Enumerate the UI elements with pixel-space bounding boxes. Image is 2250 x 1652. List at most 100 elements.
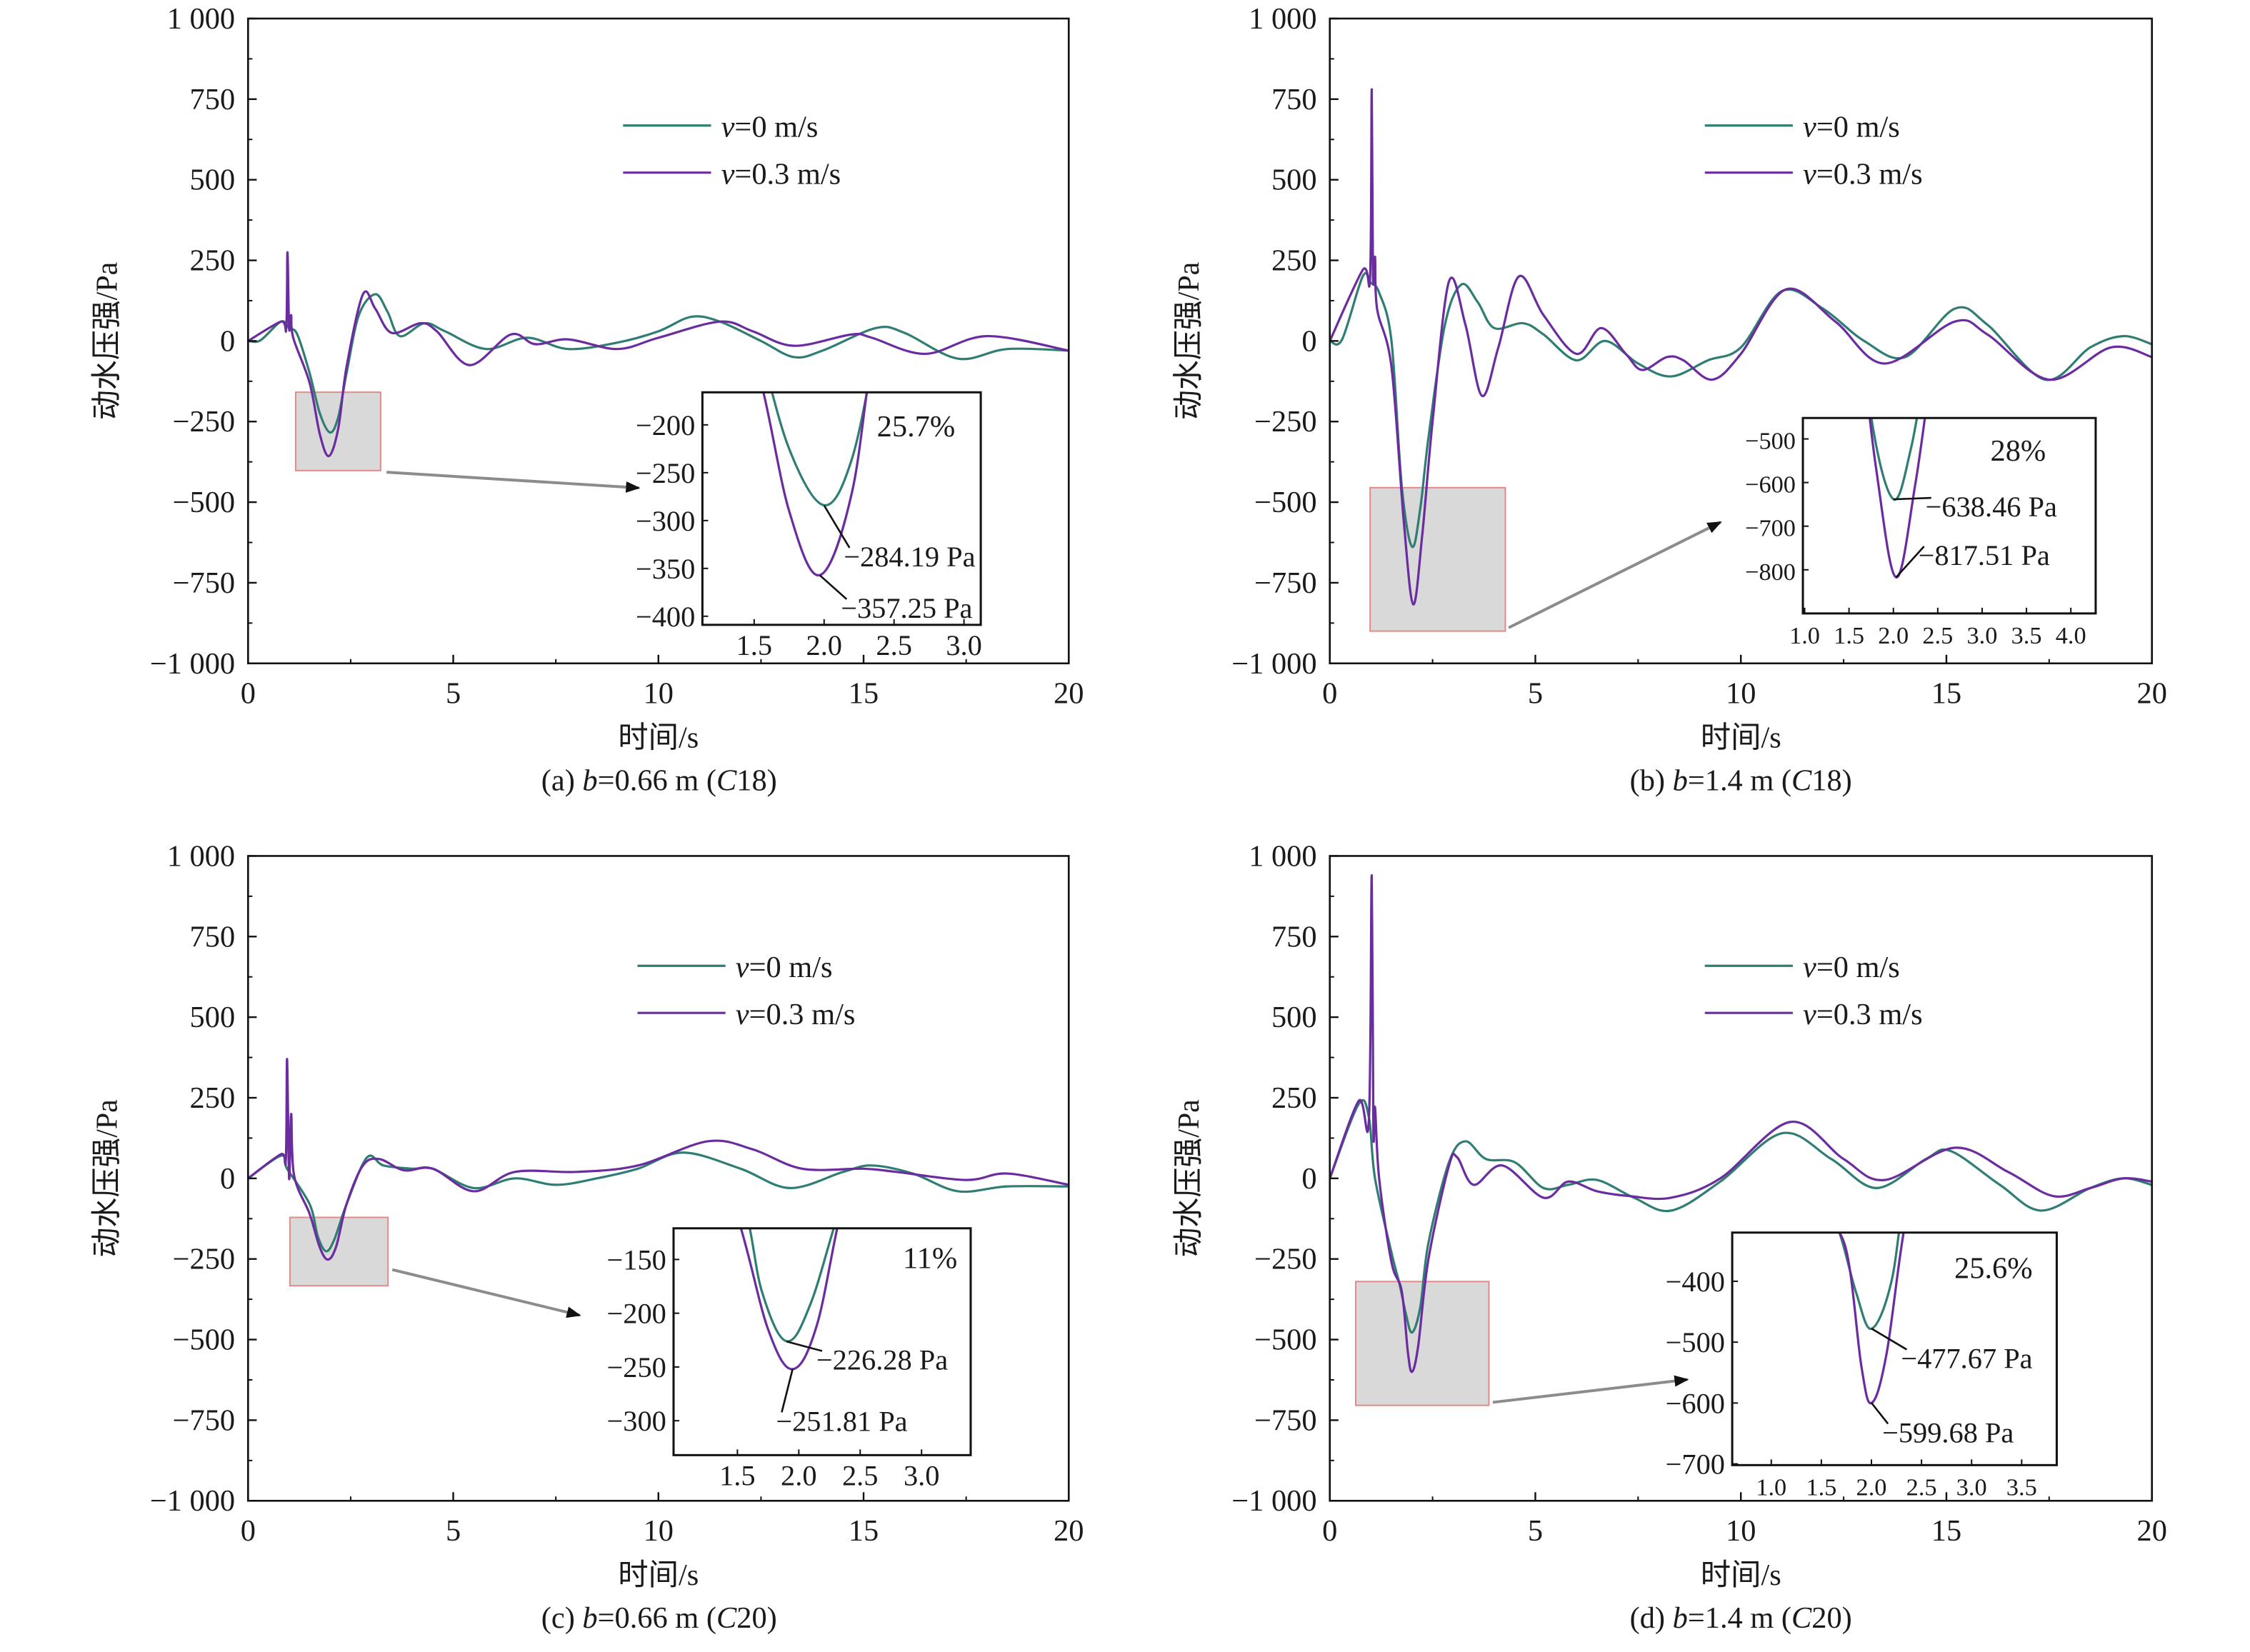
percent-difference-label: 25.6%	[1954, 1252, 2032, 1286]
inset-background	[702, 392, 981, 625]
inset-x-tick-label: 4.0	[2056, 623, 2086, 649]
legend-label: v=0.3 m/s	[1803, 158, 1923, 191]
y-axis-label: 动水压强/Pa	[1172, 261, 1206, 420]
inset-x-tick-label: 3.0	[946, 629, 981, 661]
y-tick-label: 1 000	[167, 2, 235, 36]
inset-x-tick-label: 3.0	[904, 1459, 939, 1491]
y-axis-label: 动水压强/Pa	[90, 261, 124, 420]
legend-var: v	[721, 158, 735, 191]
y-tick-label: −1 000	[150, 1484, 235, 1518]
x-axis-label: 时间/s	[618, 721, 699, 755]
x-tick-label: 0	[1322, 1514, 1337, 1548]
caption-var1: b	[1673, 1601, 1688, 1635]
inset-x-tick-label: 1.5	[1834, 623, 1864, 649]
x-tick-label: 20	[2137, 1514, 2167, 1548]
annotation-min-value: −599.68 Pa	[1882, 1417, 2014, 1449]
legend-rest: =0.3 m/s	[1816, 158, 1923, 191]
inset-x-tick-label: 2.0	[1856, 1474, 1887, 1501]
zoom-arrow	[386, 471, 641, 493]
inset-x-tick-label: 3.5	[2006, 1474, 2037, 1501]
percent-difference-label: 11%	[903, 1242, 957, 1276]
inset-chart: 1.0 1.5 2.0 2.5 3.0 3.5 4.0 −500 −600 −700 −800 28%…	[1745, 416, 2097, 649]
chart-panel-b: 0 5 10 15 20 1 000 750 500 250 0 −250 −500 −750 −1 00…	[1172, 2, 2167, 798]
legend-label: v=0 m/s	[1803, 951, 1900, 984]
series-line-v0	[1329, 271, 2152, 549]
y-tick-label: −1 000	[1231, 1484, 1316, 1518]
y-tick-label: 750	[1271, 83, 1317, 116]
caption-suffix: 20)	[1811, 1601, 1852, 1635]
inset-x-tick-label: 2.0	[1878, 623, 1909, 649]
inset-y-tick-label: −500	[1745, 429, 1796, 455]
y-tick-label: −500	[1254, 486, 1316, 519]
y-tick-label: 0	[1301, 1162, 1316, 1196]
inset-y-tick-label: −700	[1666, 1448, 1725, 1481]
caption-prefix: (b)	[1630, 764, 1673, 798]
annotation-leader-line	[1870, 1402, 1889, 1425]
inset-y-tick-label: −350	[636, 553, 695, 585]
x-tick-label: 20	[2137, 677, 2167, 711]
legend-label: v=0 m/s	[736, 951, 833, 984]
x-tick-label: 5	[446, 677, 461, 711]
inset-y-tick-label: −600	[1666, 1388, 1725, 1420]
inset-series-line-v0	[749, 1228, 835, 1343]
y-tick-label: 250	[1271, 1081, 1317, 1115]
annotation-leader-line	[1895, 546, 1925, 579]
inset-x-tick-label: 3.5	[2011, 623, 2042, 649]
inset-y-tick-label: −500	[1666, 1326, 1725, 1358]
y-tick-label: 0	[1301, 325, 1316, 359]
chart-panel-d: 0 5 10 15 20 1 000 750 500 250 0 −250 −500 −750 −1 00…	[1172, 840, 2167, 1635]
legend-var: v	[1803, 158, 1816, 191]
inset-chart: 1.0 1.5 2.0 2.5 3.0 3.5 −400 −500 −600 −700 25.6% −…	[1666, 1231, 2058, 1501]
y-tick-label: −250	[1254, 1243, 1316, 1276]
inset-x-tick-label: 2.5	[876, 629, 911, 661]
y-tick-label: 250	[1271, 244, 1317, 278]
panel-caption: (b) b=1.4 m (C18)	[1630, 764, 1852, 798]
annotation-min-value: −226.28 Pa	[816, 1344, 948, 1376]
legend-rest: =0 m/s	[1816, 951, 1900, 984]
y-tick-label: −1 000	[1231, 647, 1316, 681]
x-tick-label: 10	[644, 1514, 674, 1548]
annotation-min-value: −638.46 Pa	[1926, 491, 2057, 523]
inset-x-tick-label: 1.5	[1806, 1474, 1836, 1501]
annotation-min-value: −284.19 Pa	[844, 541, 975, 573]
inset-y-tick-label: −300	[636, 505, 695, 537]
y-tick-label: −500	[1254, 1323, 1316, 1357]
zoom-arrow	[1492, 1375, 1689, 1404]
y-tick-label: 750	[1271, 920, 1317, 953]
y-tick-label: −500	[173, 486, 235, 519]
y-tick-label: 500	[190, 1001, 236, 1034]
annotation-leader-line	[819, 574, 848, 600]
x-tick-label: 10	[644, 677, 674, 711]
legend-rest: =0 m/s	[734, 111, 818, 144]
y-tick-label: 500	[190, 164, 236, 197]
series-line-v0.3	[1329, 873, 2152, 1373]
inset-y-tick-label: −200	[607, 1298, 666, 1330]
x-tick-label: 5	[1528, 677, 1543, 711]
y-tick-label: 250	[190, 244, 236, 278]
y-tick-label: −250	[1254, 405, 1316, 439]
legend-label: v=0.3 m/s	[721, 158, 841, 191]
caption-prefix: (a)	[541, 764, 583, 798]
x-tick-label: 5	[446, 1514, 461, 1548]
inset-y-tick-label: −250	[607, 1351, 666, 1383]
caption-prefix: (c)	[541, 1601, 583, 1635]
legend-var: v	[1803, 998, 1816, 1031]
y-tick-label: −750	[1254, 566, 1316, 600]
y-tick-label: 0	[220, 1162, 235, 1196]
inset-y-tick-label: −250	[636, 457, 695, 489]
inset-x-tick-label: 1.5	[719, 1459, 755, 1491]
y-tick-label: 250	[190, 1081, 236, 1115]
inset-chart: 1.5 2.0 2.5 3.0 −150 −200 −250 −300 11% −226.28 P…	[607, 1227, 972, 1491]
percent-difference-label: 25.7%	[877, 410, 955, 444]
y-tick-label: 1 000	[167, 840, 235, 873]
series-line-v0.3	[1329, 88, 2152, 606]
annotation-leader-line	[823, 504, 851, 549]
legend-rest: =0.3 m/s	[734, 158, 841, 191]
inset-x-tick-label: 2.0	[806, 629, 842, 661]
x-axis-label: 时间/s	[1701, 721, 1781, 755]
y-axis-label: 动水压强/Pa	[90, 1099, 124, 1258]
inset-background	[1803, 418, 2096, 614]
caption-mid: =1.4 m (	[1688, 1601, 1791, 1635]
legend-var: v	[1803, 951, 1816, 984]
